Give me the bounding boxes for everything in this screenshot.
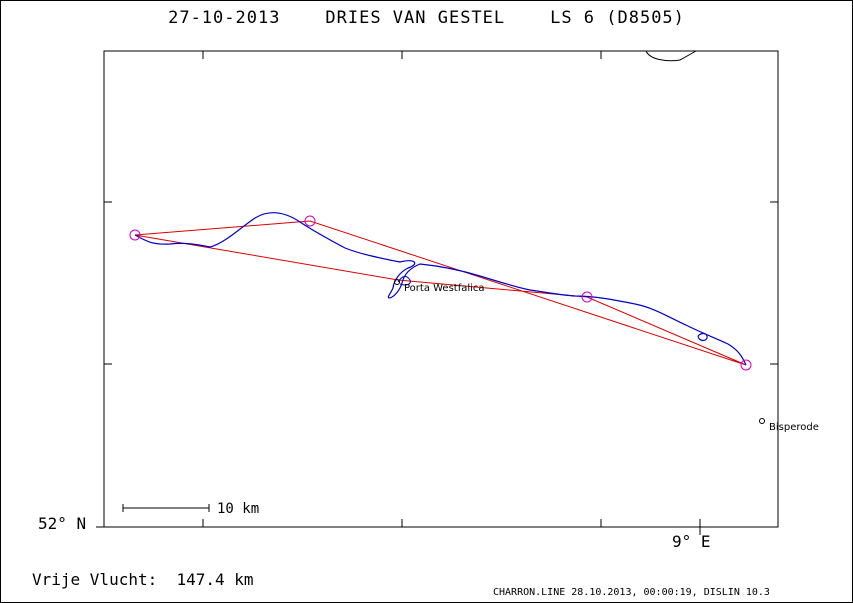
place-porta-westfalica: Porta Westfalica: [404, 283, 485, 294]
page-title: 27-10-2013 DRIES VAN GESTEL LS 6 (D8505): [168, 8, 685, 28]
scale-label: 10 km: [217, 501, 259, 517]
turnpoint-3: [581, 291, 593, 303]
axis-ticks: [96, 51, 778, 535]
turnpoint-1: [304, 215, 316, 227]
free-flight-distance: Vrije Vlucht: 147.4 km: [32, 570, 254, 589]
place-marker-porta: [394, 279, 400, 285]
map-border: [103, 50, 779, 528]
latitude-label: 52° N: [38, 514, 87, 533]
turnpoint-2: [740, 359, 752, 371]
task-route: [134, 220, 747, 366]
thermal-loop-2: [697, 332, 708, 342]
thermal-loop: [397, 275, 411, 286]
scale-bar: [122, 504, 210, 512]
place-bisperode: Bisperode: [769, 422, 819, 433]
flight-track: [134, 212, 747, 366]
longitude-label: 9° E: [672, 532, 711, 551]
footer-info: CHARRON.LINE 28.10.2013, 00:00:19, DISLI…: [493, 587, 770, 598]
place-marker-bisperode: [759, 418, 765, 424]
turnpoint-start: [129, 229, 141, 241]
turnpoints: [129, 215, 752, 371]
boundary-line: [645, 50, 697, 62]
